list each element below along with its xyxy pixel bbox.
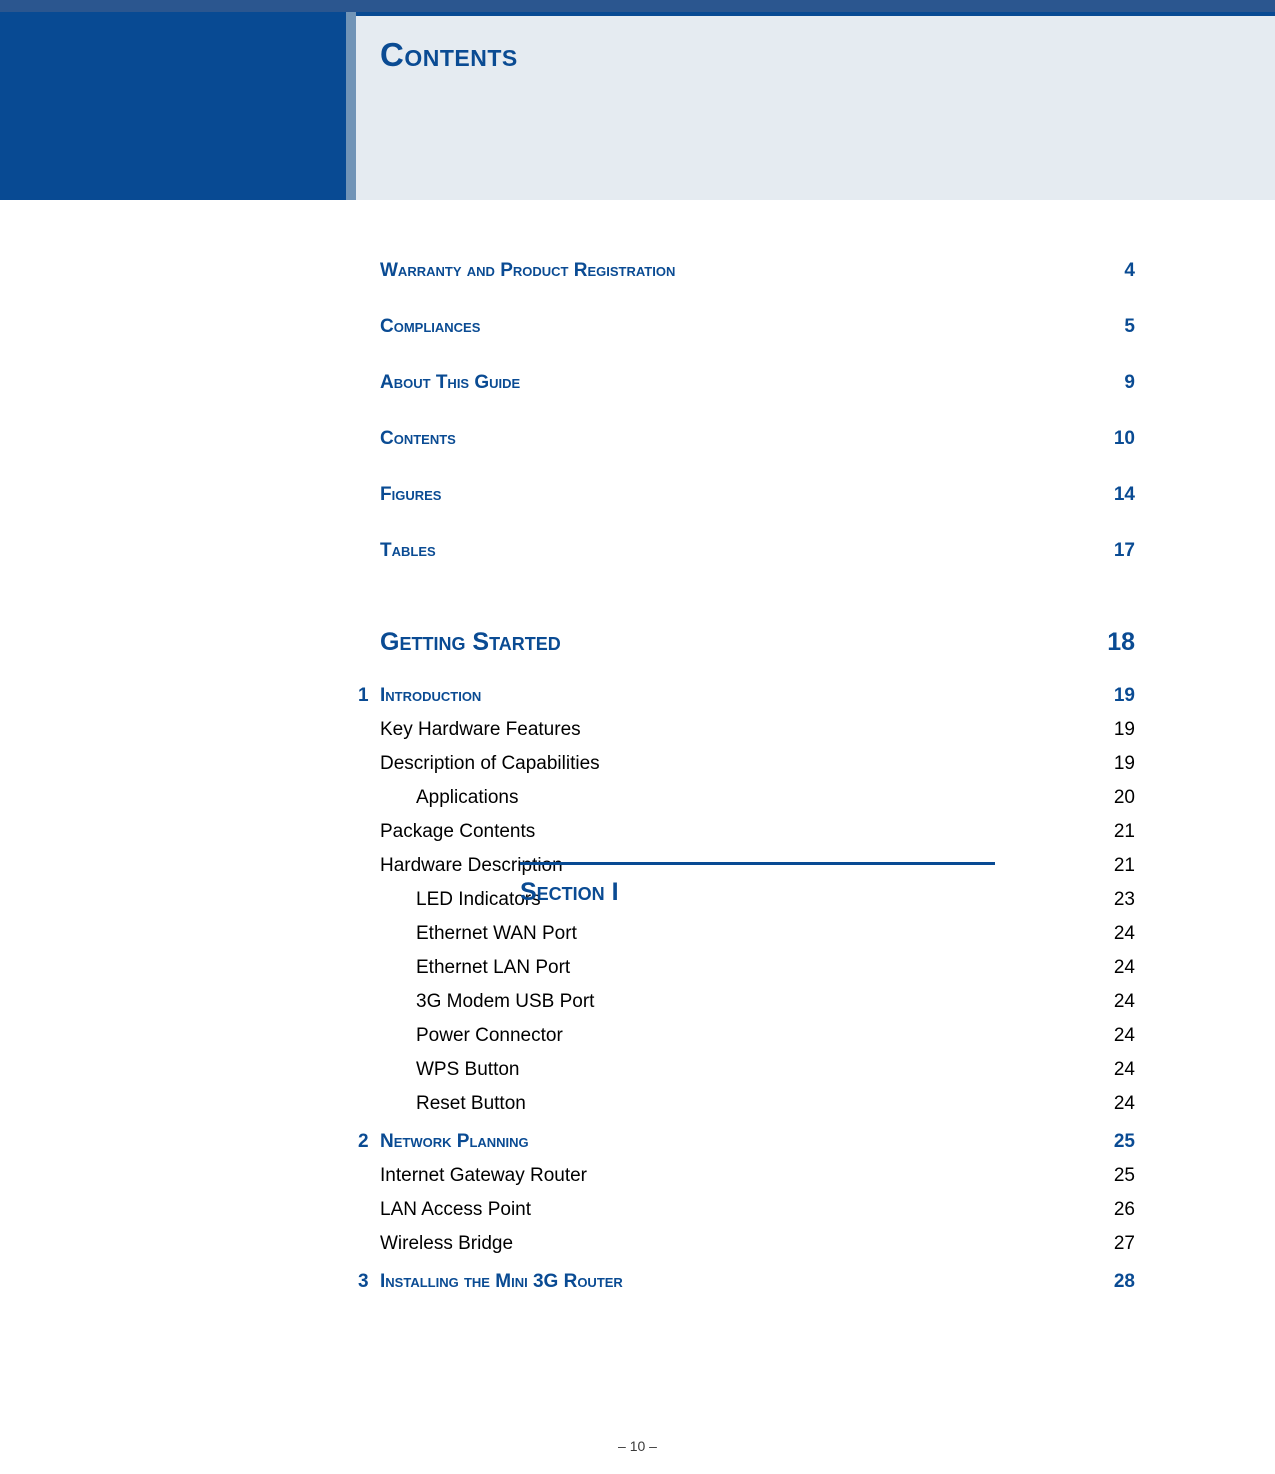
- entry-page: 24: [1114, 923, 1135, 945]
- entry-page: 24: [1114, 991, 1135, 1013]
- entry-page: 27: [1114, 1233, 1135, 1255]
- section-title-row: Getting Started 18: [380, 628, 1135, 657]
- chapter-page: 19: [1114, 685, 1135, 707]
- toc-entry-page: 4: [1124, 260, 1135, 282]
- toc-front-row[interactable]: Contents 10: [380, 428, 1135, 450]
- section-page: 18: [1107, 628, 1135, 657]
- top-bar: [0, 0, 1275, 12]
- toc-entry-row[interactable]: Package Contents 21: [380, 821, 1135, 843]
- entry-page: 20: [1114, 787, 1135, 809]
- toc-entry-label: Compliances: [380, 316, 480, 338]
- entry-page: 26: [1114, 1199, 1135, 1221]
- chapter-number: 3: [358, 1271, 369, 1293]
- chapter-label: Network Planning: [380, 1131, 529, 1153]
- page-footer: – 10 –: [0, 1438, 1275, 1454]
- toc-entry-row[interactable]: Power Connector 24: [380, 1025, 1135, 1047]
- toc-entry-page: 14: [1114, 484, 1135, 506]
- section-block: Getting Started 18 1Introduction19Key Ha…: [380, 628, 1135, 1293]
- entry-label: Reset Button: [380, 1093, 526, 1115]
- section-divider: [520, 862, 995, 865]
- entry-page: 25: [1114, 1165, 1135, 1187]
- toc-entry-row[interactable]: LED Indicators 23: [380, 889, 1135, 911]
- toc-front-row[interactable]: Warranty and Product Registration 4: [380, 260, 1135, 282]
- entry-page: 24: [1114, 1025, 1135, 1047]
- chapter-label: Installing the Mini 3G Router: [380, 1271, 623, 1293]
- toc-chapter-row[interactable]: 3Installing the Mini 3G Router28: [380, 1271, 1135, 1293]
- toc-entry-row[interactable]: Reset Button 24: [380, 1093, 1135, 1115]
- entry-label: Wireless Bridge: [380, 1233, 513, 1255]
- toc-front-row[interactable]: Compliances 5: [380, 316, 1135, 338]
- toc-entry-row[interactable]: Key Hardware Features 19: [380, 719, 1135, 741]
- entry-page: 21: [1114, 855, 1135, 877]
- toc-entry-page: 10: [1114, 428, 1135, 450]
- toc-entry-row[interactable]: Hardware Description 21: [380, 855, 1135, 877]
- entry-page: 23: [1114, 889, 1135, 911]
- toc-front-row[interactable]: Figures 14: [380, 484, 1135, 506]
- entry-page: 19: [1114, 753, 1135, 775]
- toc-entry-label: Figures: [380, 484, 441, 506]
- toc-entry-row[interactable]: Applications 20: [380, 787, 1135, 809]
- entry-label: LED Indicators: [380, 889, 541, 911]
- entry-page: 24: [1114, 957, 1135, 979]
- toc-entry-row[interactable]: LAN Access Point 26: [380, 1199, 1135, 1221]
- entry-label: Ethernet LAN Port: [380, 957, 570, 979]
- toc-entry-label: Contents: [380, 428, 456, 450]
- toc-entry-page: 5: [1124, 316, 1135, 338]
- toc-entry-page: 9: [1124, 372, 1135, 394]
- entry-label: Internet Gateway Router: [380, 1165, 587, 1187]
- entry-label: Power Connector: [380, 1025, 563, 1047]
- chapter-page: 28: [1114, 1271, 1135, 1293]
- entry-label: Package Contents: [380, 821, 535, 843]
- toc-chapter-row[interactable]: 1Introduction19: [380, 685, 1135, 707]
- entry-page: 24: [1114, 1059, 1135, 1081]
- toc-entry-row[interactable]: Ethernet WAN Port 24: [380, 923, 1135, 945]
- toc-entry-row[interactable]: Description of Capabilities 19: [380, 753, 1135, 775]
- entry-page: 24: [1114, 1093, 1135, 1115]
- entry-page: 19: [1114, 719, 1135, 741]
- toc-chapter-row[interactable]: 2Network Planning25: [380, 1131, 1135, 1153]
- entry-label: WPS Button: [380, 1059, 520, 1081]
- toc-entry-row[interactable]: Ethernet LAN Port 24: [380, 957, 1135, 979]
- toc-entry-label: Tables: [380, 540, 436, 562]
- toc-entry-page: 17: [1114, 540, 1135, 562]
- toc-entry-label: About This Guide: [380, 372, 520, 394]
- page-title: Contents: [380, 36, 518, 74]
- entry-label: Key Hardware Features: [380, 719, 581, 741]
- chapter-number: 2: [358, 1131, 369, 1153]
- entry-page: 21: [1114, 821, 1135, 843]
- chapter-page: 25: [1114, 1131, 1135, 1153]
- entry-label: Description of Capabilities: [380, 753, 600, 775]
- section-title: Getting Started: [380, 628, 561, 657]
- toc-entry-row[interactable]: WPS Button 24: [380, 1059, 1135, 1081]
- header-square: [0, 12, 356, 200]
- entry-label: Ethernet WAN Port: [380, 923, 577, 945]
- toc-entry-row[interactable]: 3G Modem USB Port 24: [380, 991, 1135, 1013]
- section-label: Section I: [520, 878, 619, 907]
- chapter-label: Introduction: [380, 685, 481, 707]
- toc-content: Warranty and Product Registration 4 Compli…: [380, 260, 1135, 1305]
- front-matter-list: Warranty and Product Registration 4 Compli…: [380, 260, 1135, 562]
- entry-label: 3G Modem USB Port: [380, 991, 594, 1013]
- chapters-list: 1Introduction19Key Hardware Features19De…: [380, 685, 1135, 1293]
- toc-front-row[interactable]: Tables 17: [380, 540, 1135, 562]
- chapter-number: 1: [358, 685, 369, 707]
- toc-entry-label: Warranty and Product Registration: [380, 260, 675, 282]
- toc-front-row[interactable]: About This Guide 9: [380, 372, 1135, 394]
- toc-entry-row[interactable]: Wireless Bridge 27: [380, 1233, 1135, 1255]
- entry-label: LAN Access Point: [380, 1199, 531, 1221]
- entry-label: Applications: [380, 787, 518, 809]
- entry-label: Hardware Description: [380, 855, 563, 877]
- toc-entry-row[interactable]: Internet Gateway Router 25: [380, 1165, 1135, 1187]
